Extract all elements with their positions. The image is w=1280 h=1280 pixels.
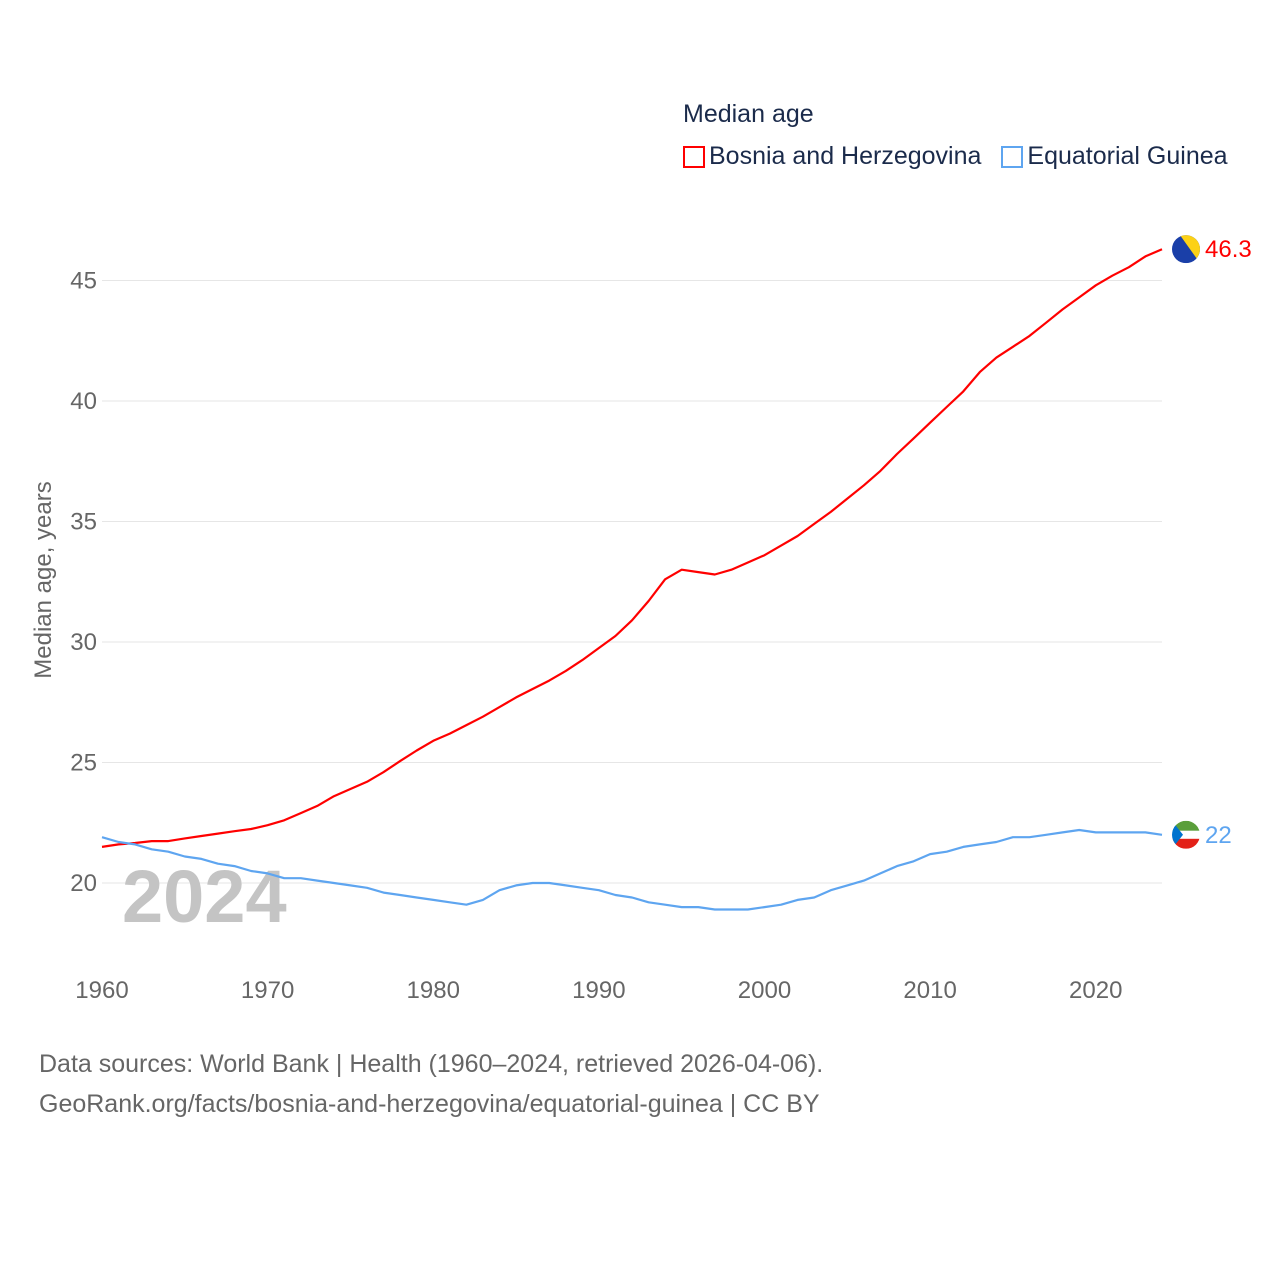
y-tick-label: 25 <box>70 750 97 777</box>
x-tick-label: 2010 <box>903 977 956 1004</box>
flag-white <box>1172 830 1200 839</box>
legend-item-equatorial-guinea[interactable]: Equatorial Guinea <box>1001 142 1228 171</box>
flag-green <box>1172 820 1200 831</box>
legend-swatch <box>683 145 705 168</box>
flag-body <box>1172 820 1200 849</box>
x-tick-label: 2000 <box>738 977 791 1004</box>
source-url-link[interactable]: GeoRank.org/facts/bosnia-and-herzegovina… <box>39 1090 820 1118</box>
y-tick-label: 35 <box>70 509 97 536</box>
y-tick-label: 30 <box>70 629 97 656</box>
legend-label: Equatorial Guinea <box>1027 142 1228 170</box>
legend-swatch <box>1001 145 1024 168</box>
flag-yellow <box>1180 235 1200 264</box>
x-tick-label: 1990 <box>572 977 625 1004</box>
y-tick-label: 45 <box>70 268 97 295</box>
bosnia-flag-icon <box>1172 235 1200 264</box>
y-tick-label: 20 <box>70 870 97 897</box>
equatorial-guinea-flag-icon <box>1172 820 1200 849</box>
x-tick-label: 2020 <box>1069 977 1122 1004</box>
x-tick-label: 1980 <box>407 977 460 1004</box>
year-watermark: 2024 <box>122 855 287 938</box>
legend-label: Bosnia and Herzegovina <box>709 142 982 170</box>
y-axis-label: Median age, years <box>30 481 57 678</box>
legend-title: Median age <box>683 100 814 128</box>
flag-body <box>1172 235 1200 264</box>
flag-red <box>1172 838 1200 849</box>
legend: Bosnia and Herzegovina Equatorial Guinea <box>683 142 1228 171</box>
series-line-equatorial-guinea <box>101 828 1163 911</box>
x-tick-label: 1970 <box>241 977 294 1004</box>
y-tick-label: 40 <box>70 388 97 415</box>
end-value-label: 22 <box>1205 822 1232 849</box>
footer: Data sources: World Bank | Health (1960–… <box>39 1044 823 1124</box>
series-line-bosnia <box>101 248 1163 848</box>
x-tick-label: 1960 <box>75 977 128 1004</box>
end-value-label: 46.3 <box>1205 236 1252 263</box>
data-sources-text: Data sources: World Bank | Health (1960–… <box>39 1050 824 1078</box>
flag-triangle <box>1172 820 1183 849</box>
legend-item-bosnia[interactable]: Bosnia and Herzegovina <box>683 142 981 171</box>
